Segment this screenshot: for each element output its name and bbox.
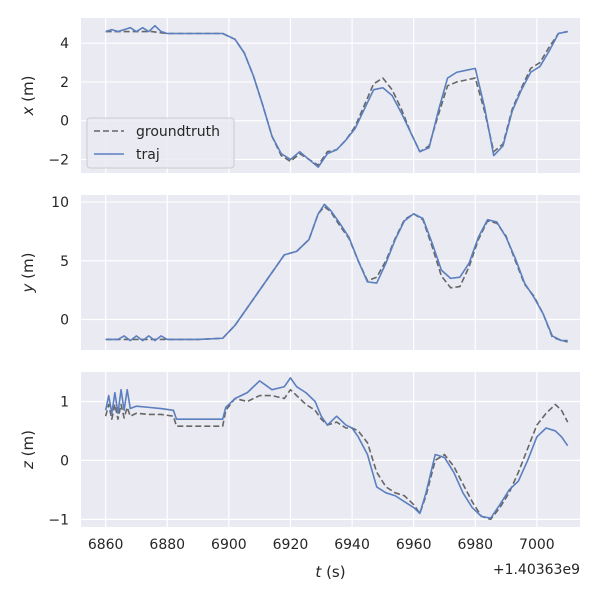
series-line-traj bbox=[105, 24, 568, 168]
y-axis-label-var: z bbox=[19, 460, 37, 470]
plot-area bbox=[81, 195, 580, 350]
y-axis-label-unit: (m) bbox=[19, 430, 37, 461]
legend: groundtruth traj bbox=[86, 117, 235, 169]
series-line-traj bbox=[105, 203, 568, 342]
y-tick-label: 0 bbox=[60, 453, 69, 469]
y-tick-label: −2 bbox=[48, 152, 69, 168]
x-tick-label: 6900 bbox=[211, 537, 247, 553]
series-line-groundtruth bbox=[104, 388, 569, 521]
y-tick-label: 5 bbox=[60, 254, 69, 270]
x-tick-label: 6940 bbox=[334, 537, 370, 553]
x-axis-label: t (s) bbox=[315, 563, 345, 581]
y-axis-label-unit: (m) bbox=[19, 253, 37, 284]
y-axis-label-var: y bbox=[19, 282, 37, 293]
axes-x: 4 2 0 −2 x (m) groundtruth traj bbox=[19, 18, 580, 173]
x-tick-label: 6980 bbox=[457, 537, 493, 553]
y-tick-label: 4 bbox=[60, 36, 69, 52]
y-tick-label: −1 bbox=[48, 512, 69, 528]
x-tick-label: 7000 bbox=[519, 537, 555, 553]
y-tick-label: 2 bbox=[60, 75, 69, 91]
y-axis-label-var: x bbox=[19, 106, 37, 116]
x-offset-label: +1.40363e9 bbox=[493, 562, 580, 578]
legend-label-groundtruth: groundtruth bbox=[136, 124, 220, 140]
axes-y: 10 5 0 y (m) bbox=[19, 195, 580, 350]
y-axis-label: z (m) bbox=[19, 430, 37, 470]
y-axis-label: x (m) bbox=[19, 76, 37, 117]
y-tick-label: 10 bbox=[51, 195, 69, 211]
x-tick-label: 6880 bbox=[149, 537, 185, 553]
y-tick-label: 1 bbox=[60, 394, 69, 410]
plot-area bbox=[81, 372, 580, 527]
x-tick-label: 6860 bbox=[88, 537, 124, 553]
y-axis-label: y (m) bbox=[19, 253, 37, 294]
x-axis-label-unit: (s) bbox=[321, 563, 345, 581]
x-tick-label: 6960 bbox=[396, 537, 432, 553]
axes-z: 1 0 −1 z (m) 6860 6880 6900 6920 6940 6960 6980 700… bbox=[19, 372, 580, 581]
legend-label-traj: traj bbox=[136, 147, 160, 163]
series-line-traj bbox=[104, 377, 569, 519]
x-axis-label-var: t bbox=[315, 563, 322, 581]
y-axis-label-unit: (m) bbox=[19, 76, 37, 107]
y-tick-label: 0 bbox=[60, 312, 69, 328]
x-tick-label: 6920 bbox=[273, 537, 309, 553]
y-tick-label: 0 bbox=[60, 114, 69, 130]
